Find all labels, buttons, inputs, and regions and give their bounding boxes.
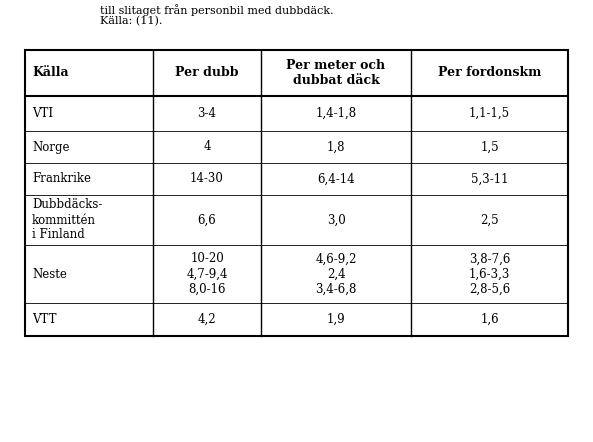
Text: 1,5: 1,5 (480, 141, 499, 153)
Text: Frankrike: Frankrike (32, 172, 91, 186)
Text: VTI: VTI (32, 107, 53, 120)
Text: Källa: Källa (32, 66, 69, 80)
Text: 1,6: 1,6 (480, 313, 499, 326)
Text: till slitaget från personbil med dubbdäck.: till slitaget från personbil med dubbdäc… (100, 4, 334, 16)
Text: 6,4-14: 6,4-14 (317, 172, 355, 186)
Text: Per meter och
dubbat däck: Per meter och dubbat däck (286, 59, 385, 87)
Text: 14-30: 14-30 (190, 172, 224, 186)
Text: Dubbdäcks-
kommittén
i Finland: Dubbdäcks- kommittén i Finland (32, 198, 103, 241)
Text: 3,8-7,6
1,6-3,3
2,8-5,6: 3,8-7,6 1,6-3,3 2,8-5,6 (469, 252, 510, 296)
Text: 3-4: 3-4 (197, 107, 216, 120)
Text: Källa: (11).: Källa: (11). (100, 16, 162, 27)
Text: 1,8: 1,8 (327, 141, 345, 153)
Text: 4,6-9,2
2,4
3,4-6,8: 4,6-9,2 2,4 3,4-6,8 (315, 252, 356, 296)
Text: VTT: VTT (32, 313, 56, 326)
Text: 6,6: 6,6 (197, 213, 216, 226)
Text: 5,3-11: 5,3-11 (471, 172, 508, 186)
Text: 2,5: 2,5 (480, 213, 499, 226)
Text: 1,4-1,8: 1,4-1,8 (315, 107, 356, 120)
Text: Per fordonskm: Per fordonskm (438, 66, 541, 80)
Text: 10-20
4,7-9,4
8,0-16: 10-20 4,7-9,4 8,0-16 (186, 252, 228, 296)
Text: 4: 4 (203, 141, 211, 153)
Bar (25, 50, 568, 336)
Text: 3,0: 3,0 (327, 213, 345, 226)
Text: 1,1-1,5: 1,1-1,5 (469, 107, 510, 120)
Text: 1,9: 1,9 (327, 313, 345, 326)
Text: 4,2: 4,2 (197, 313, 216, 326)
Text: Norge: Norge (32, 141, 69, 153)
Text: Neste: Neste (32, 267, 67, 281)
Text: Per dubb: Per dubb (176, 66, 239, 80)
